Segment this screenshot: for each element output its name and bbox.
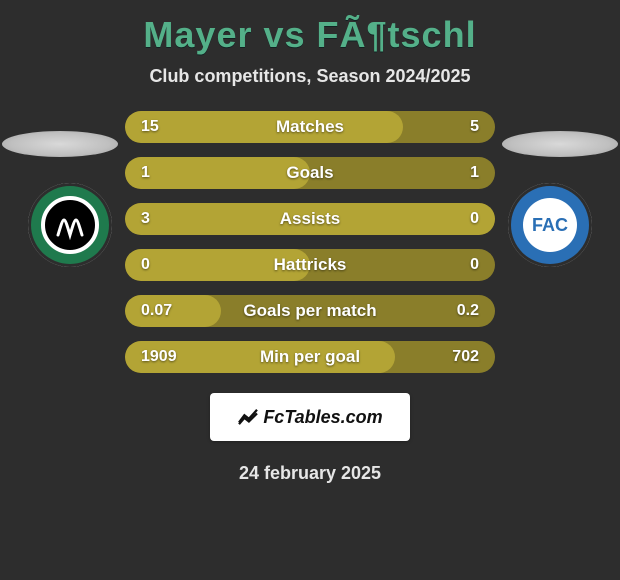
page-subtitle: Club competitions, Season 2024/2025 (149, 66, 470, 87)
stat-value-left: 1 (141, 164, 150, 182)
stat-row: 0.07 Goals per match 0.2 (125, 295, 495, 327)
branding-text: FcTables.com (263, 407, 382, 428)
branding-box[interactable]: FcTables.com (210, 393, 410, 441)
stat-value-left: 0 (141, 256, 150, 274)
page-title: Mayer vs FÃ¶tschl (143, 14, 476, 56)
stat-label: Min per goal (260, 347, 360, 367)
stat-value-left: 1909 (141, 348, 177, 366)
stat-row-fill (125, 111, 403, 143)
svr-badge-inner (41, 196, 99, 254)
stat-value-left: 3 (141, 210, 150, 228)
stat-row-fill (125, 295, 221, 327)
stat-label: Assists (280, 209, 340, 229)
stat-value-left: 15 (141, 118, 159, 136)
svr-badge-ring (31, 186, 109, 264)
comparison-card: Mayer vs FÃ¶tschl Club competitions, Sea… (0, 0, 620, 484)
stat-label: Matches (276, 117, 344, 137)
stat-row: 15 Matches 5 (125, 111, 495, 143)
stat-value-right: 0 (470, 210, 479, 228)
stat-label: Goals (286, 163, 333, 183)
fac-badge-ring: FAC (511, 186, 589, 264)
date-text: 24 february 2025 (239, 463, 381, 484)
stat-value-right: 5 (470, 118, 479, 136)
chart-icon (237, 408, 259, 426)
club-badge-right: FAC (508, 183, 592, 267)
stat-value-left: 0.07 (141, 302, 172, 320)
stat-value-right: 1 (470, 164, 479, 182)
stat-label: Hattricks (274, 255, 347, 275)
fac-badge-text: FAC (523, 198, 577, 252)
stat-row-fill (125, 157, 310, 189)
stats-area: FAC 15 Matches 5 1 Goals 1 3 Assists 0 0 Hattricks… (0, 111, 620, 484)
stat-label: Goals per match (243, 301, 376, 321)
stat-value-right: 702 (452, 348, 479, 366)
decorative-ellipse-left (2, 131, 118, 157)
svr-logo-icon (50, 205, 90, 245)
decorative-ellipse-right (502, 131, 618, 157)
stat-row: 3 Assists 0 (125, 203, 495, 235)
stat-value-right: 0 (470, 256, 479, 274)
stat-row: 1 Goals 1 (125, 157, 495, 189)
stats-rows-container: 15 Matches 5 1 Goals 1 3 Assists 0 0 Hattricks 0 0.0… (125, 111, 495, 387)
club-badge-left (28, 183, 112, 267)
stat-value-right: 0.2 (457, 302, 479, 320)
stat-row: 1909 Min per goal 702 (125, 341, 495, 373)
branding-content: FcTables.com (237, 407, 382, 428)
stat-row: 0 Hattricks 0 (125, 249, 495, 281)
